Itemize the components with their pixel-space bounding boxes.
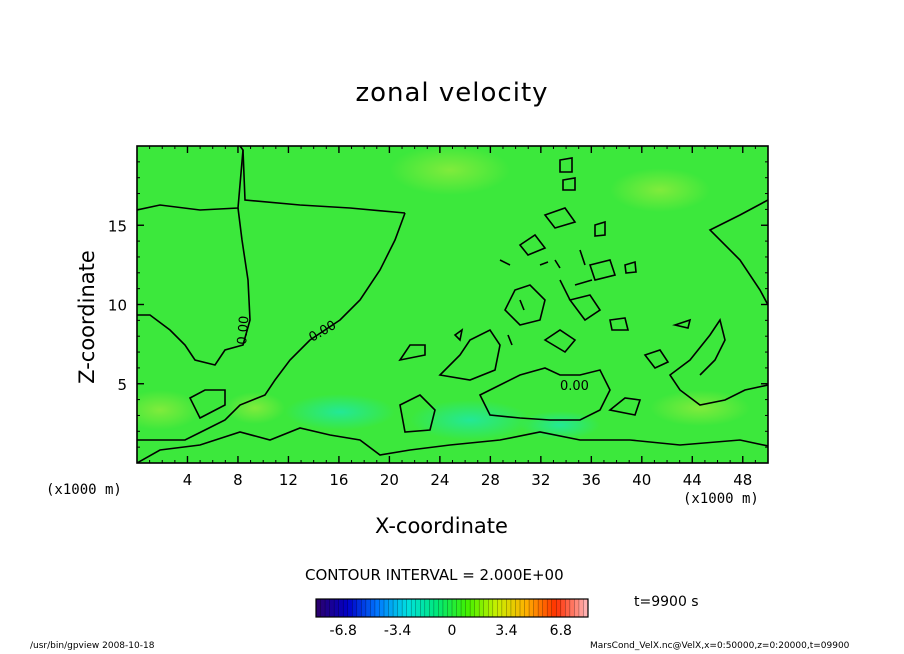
colorbar-cell [316, 599, 322, 617]
colorbar-tick-label: 6.8 [550, 623, 572, 639]
colorbar-cell [329, 599, 335, 617]
colorbar-cell [424, 599, 430, 617]
colorbar-cell [483, 599, 489, 617]
colorbar-cell [420, 599, 426, 617]
chart-title: zonal velocity [355, 78, 549, 108]
colorbar-cell [338, 599, 344, 617]
x-tick-label: 36 [582, 471, 601, 489]
contour-label: 0.00 [560, 379, 589, 394]
colorbar-frame [315, 598, 589, 618]
colorbar-cell [388, 599, 394, 617]
colorbar-cell [334, 599, 340, 617]
colorbar-cell [520, 599, 526, 617]
colorbar-cell [456, 599, 462, 617]
contour-lines [137, 146, 768, 463]
colorbar-cell [542, 599, 548, 617]
colorbar-cell [529, 599, 535, 617]
footer-right: MarsCond_VelX.nc@VelX,x=0:50000,z=0:2000… [590, 641, 850, 651]
colorbar-cell [470, 599, 476, 617]
colorbar-cell [384, 599, 390, 617]
x-tick-label: 40 [632, 471, 651, 489]
colorbar-cell [547, 599, 553, 617]
colorbar-cell [578, 599, 584, 617]
x-tick-label: 32 [531, 471, 550, 489]
colorbar-cell [447, 599, 453, 617]
colorbar-cell [429, 599, 435, 617]
colorbar-cell [343, 599, 349, 617]
colorbar-cell [497, 599, 503, 617]
colorbar-cell [560, 599, 566, 617]
colorbar-cell [492, 599, 498, 617]
colorbar-cell [583, 599, 589, 617]
y-tick-label: 10 [108, 297, 127, 315]
colorbar-tick-label: 3.4 [495, 623, 517, 639]
x-tick-label: 20 [380, 471, 399, 489]
colorbar-cell [393, 599, 399, 617]
colorbar-cell [501, 599, 507, 617]
x-tick-label: 48 [733, 471, 752, 489]
colorbar-cell [488, 599, 494, 617]
x-axis-label: X-coordinate [375, 514, 508, 538]
colorbar-cell [347, 599, 353, 617]
colorbar: -6.8 -3.4 0 3.4 6.8 [315, 598, 589, 639]
colorbar-cell [442, 599, 448, 617]
y-tick-label: 5 [117, 376, 127, 394]
time-label: t=9900 s [634, 594, 699, 610]
colorbar-cell [356, 599, 362, 617]
x-tick-label: 44 [683, 471, 702, 489]
colorbar-cell [461, 599, 467, 617]
colorbar-tick-label: 0 [448, 623, 457, 639]
x-tick-label: 24 [430, 471, 449, 489]
colorbar-cell [438, 599, 444, 617]
colorbar-cell [574, 599, 580, 617]
colorbar-cell [538, 599, 544, 617]
y-tick-label: 15 [108, 217, 127, 235]
colorbar-cell [556, 599, 562, 617]
x-tick-label: 12 [279, 471, 298, 489]
colorbar-cell [474, 599, 480, 617]
x-tick-label: 4 [183, 471, 193, 489]
x-axis: 4 8 12 16 20 24 28 32 36 40 44 48 [149, 146, 756, 489]
contour-label: 0.00 [235, 315, 252, 345]
x-tick-label: 16 [329, 471, 348, 489]
x-unit-label-left: (x1000 m) [46, 482, 122, 498]
x-unit-label-right: (x1000 m) [683, 491, 759, 507]
colorbar-tick-label: -6.8 [330, 623, 357, 639]
colorbar-cell [402, 599, 408, 617]
colorbar-cell [379, 599, 385, 617]
colorbar-cell [551, 599, 557, 617]
y-axis-label: Z-coordinate [75, 250, 99, 384]
colorbar-cell [465, 599, 471, 617]
colorbar-tick-label: -3.4 [384, 623, 411, 639]
y-axis: 5 10 15 [108, 161, 768, 448]
colorbar-cell [506, 599, 512, 617]
colorbar-cell [569, 599, 575, 617]
colorbar-cell [406, 599, 412, 617]
colorbar-cell [374, 599, 380, 617]
field-shading [137, 146, 750, 440]
colorbar-cell [533, 599, 539, 617]
colorbar-cell [510, 599, 516, 617]
colorbar-cell [320, 599, 326, 617]
contour-interval-label: CONTOUR INTERVAL = 2.000E+00 [305, 566, 564, 584]
colorbar-cell [352, 599, 358, 617]
colorbar-cell [411, 599, 417, 617]
colorbar-cell [361, 599, 367, 617]
x-tick-label: 28 [481, 471, 500, 489]
colorbar-cell [325, 599, 331, 617]
colorbar-cell [415, 599, 421, 617]
colorbar-cell [365, 599, 371, 617]
footer-left: /usr/bin/gpview 2008-10-18 [30, 641, 155, 651]
colorbar-cell [524, 599, 530, 617]
colorbar-cell [397, 599, 403, 617]
colorbar-cell [370, 599, 376, 617]
colorbar-cell [433, 599, 439, 617]
x-tick-label: 8 [233, 471, 243, 489]
colorbar-cell [452, 599, 458, 617]
colorbar-cell [515, 599, 521, 617]
colorbar-cell [565, 599, 571, 617]
colorbar-cell [479, 599, 485, 617]
